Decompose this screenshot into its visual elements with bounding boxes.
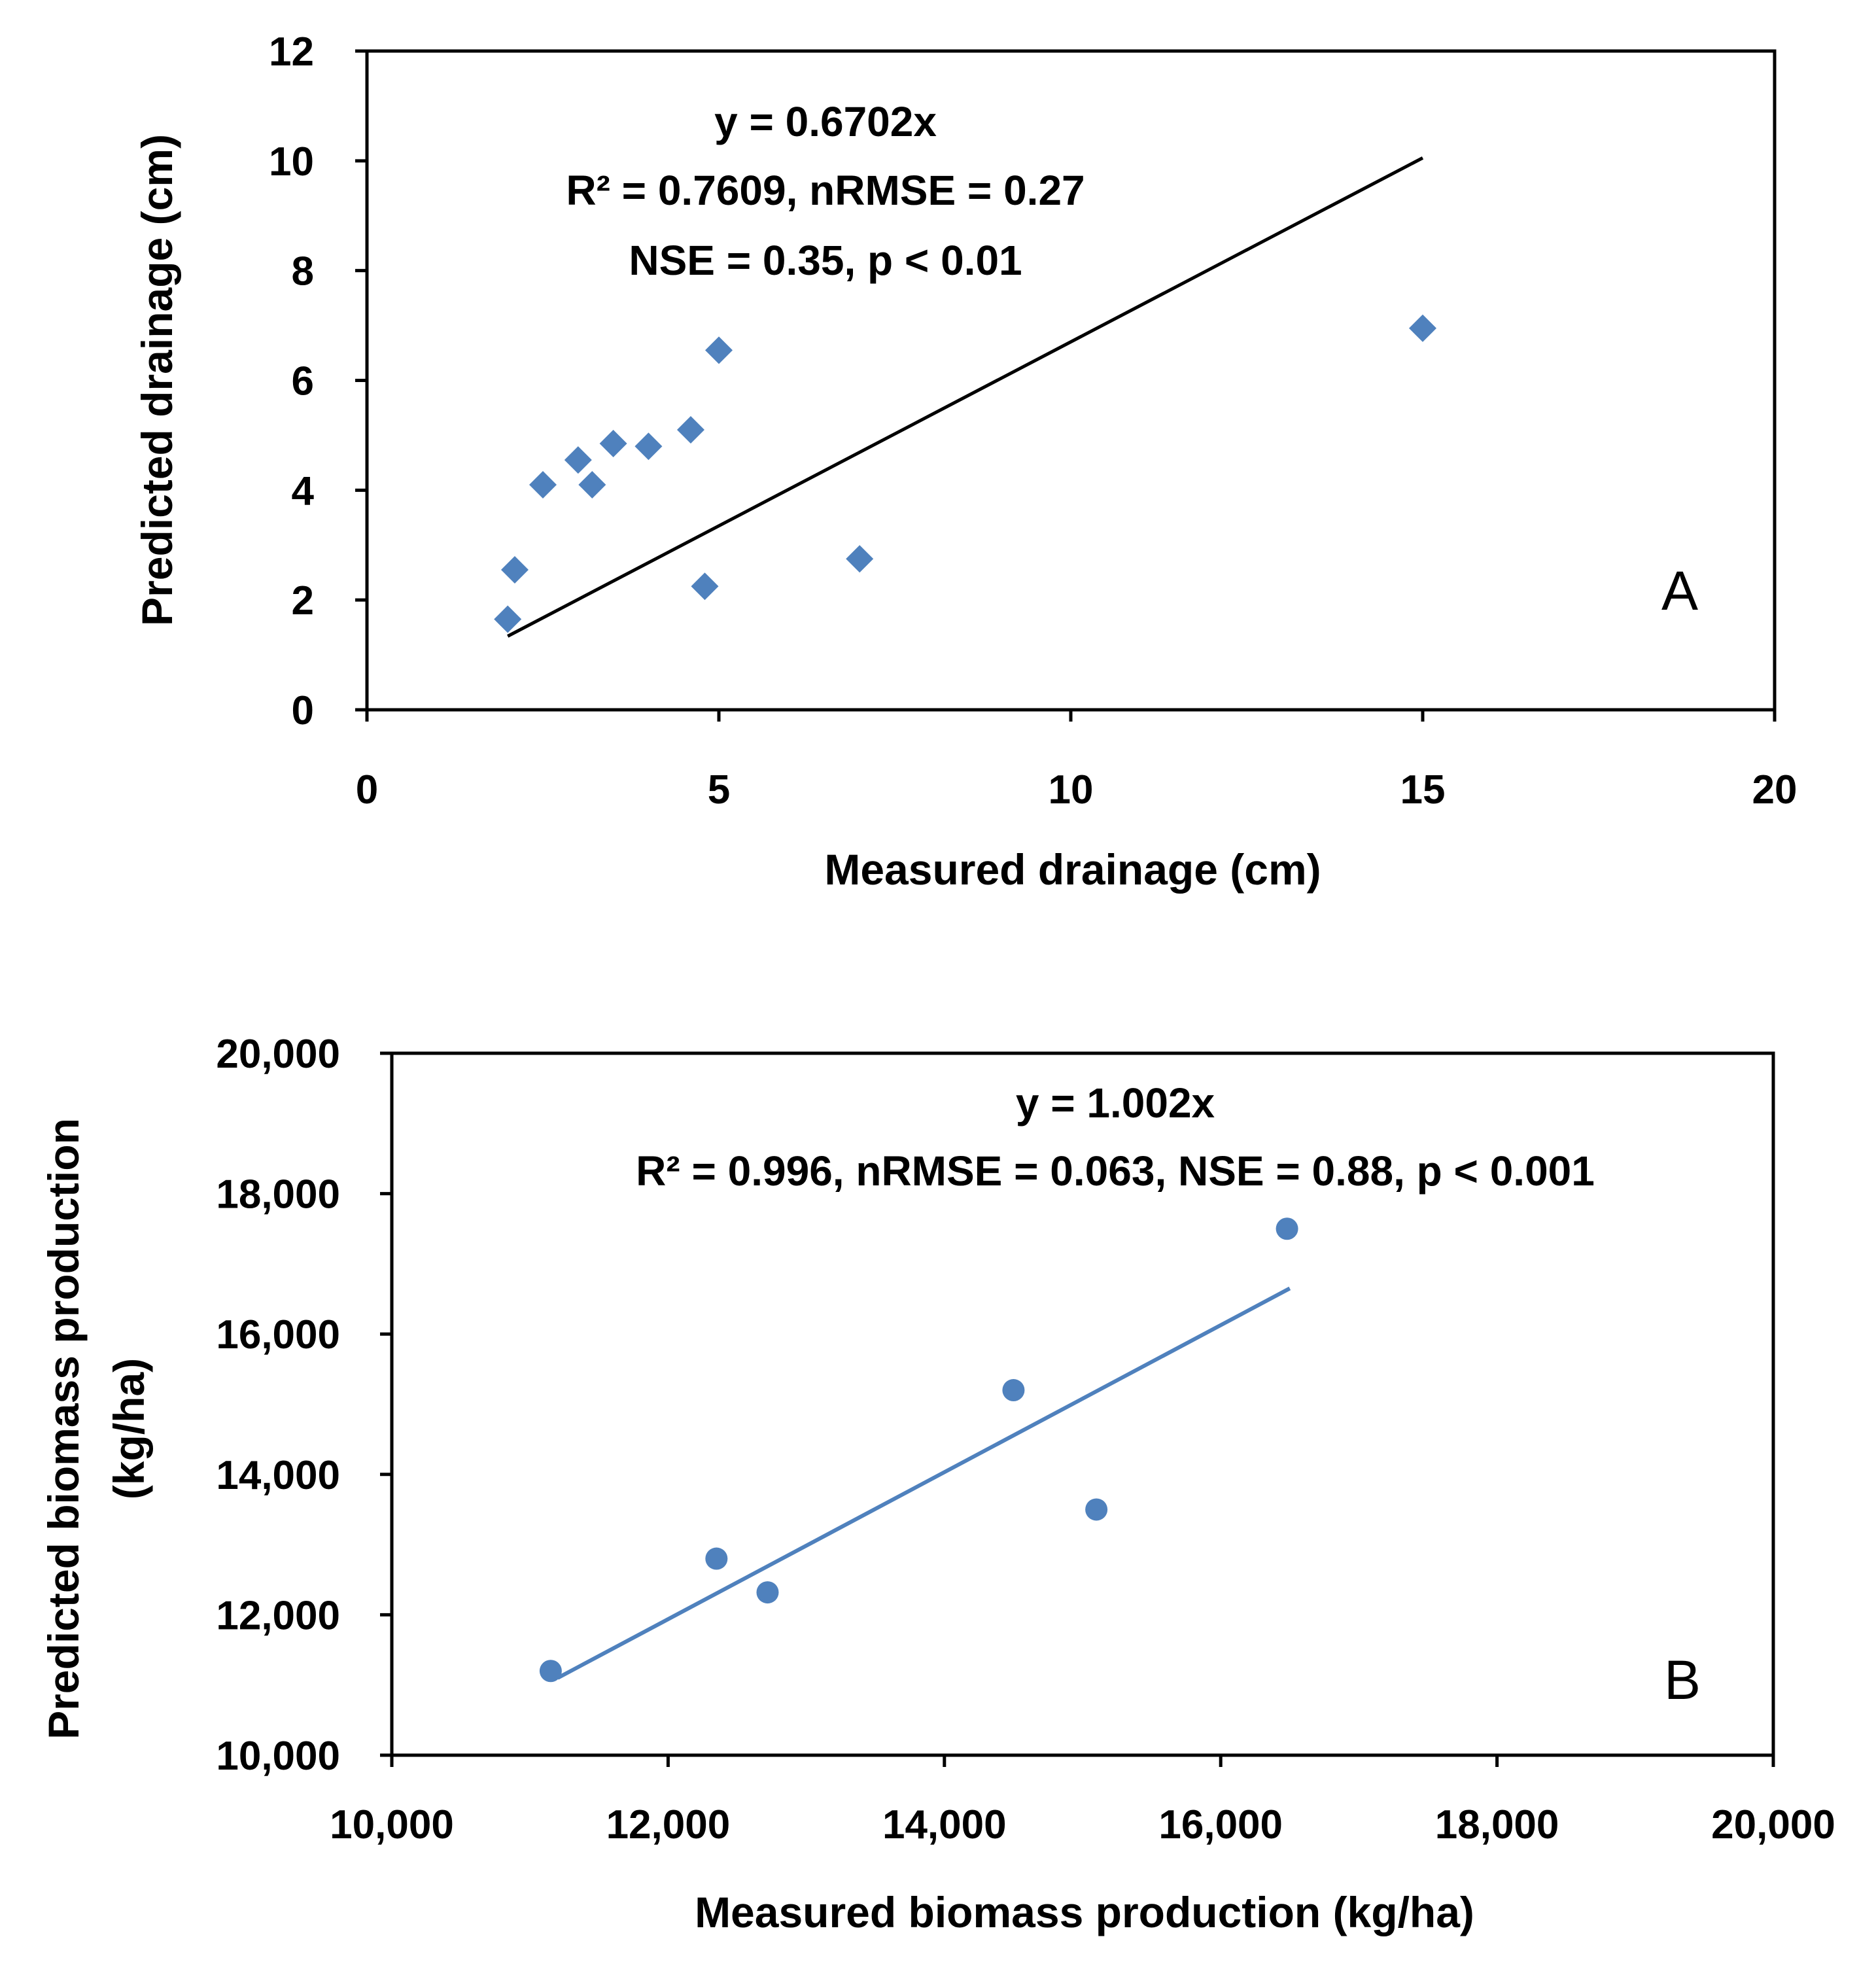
- panel-a-y-tick-label: 2: [292, 578, 314, 623]
- panel-b-data-point: [705, 1547, 728, 1570]
- panel-a-x-tick-label: 10: [1049, 767, 1094, 813]
- panel-b-data-point: [539, 1660, 562, 1683]
- panel-b-data-point: [1002, 1379, 1025, 1402]
- panel-b-y-tick-label: 12,000: [216, 1593, 340, 1638]
- panel-b-data-point: [756, 1581, 779, 1604]
- panel-b-x-tick-label: 16,000: [1158, 1802, 1283, 1847]
- panel-a-data-point: [1409, 314, 1436, 342]
- panel-a-trendline: [507, 156, 1424, 638]
- panel-b-plot-frame: [390, 1051, 1775, 1757]
- panel-b-stats-line: R² = 0.996, nRMSE = 0.063, NSE = 0.88, p…: [636, 1147, 1595, 1195]
- panel-a-y-tick-label: 10: [269, 139, 314, 184]
- panel-a-y-tick-label: 8: [292, 249, 314, 294]
- panel-b-x-tick-label: 12,000: [606, 1802, 731, 1847]
- panel-a-data-point: [691, 572, 719, 601]
- panel-b-x-axis-title: Measured biomass production (kg/ha): [695, 1888, 1474, 1936]
- panel-b-x-tick-label: 20,000: [1711, 1802, 1835, 1847]
- panel-a-x-axis-title: Measured drainage (cm): [824, 845, 1321, 894]
- panel-b-x-tick-label: 14,000: [882, 1802, 1007, 1847]
- panel-a-data-point: [500, 556, 529, 584]
- panel-a-data-point: [494, 605, 522, 633]
- panel-a-data-point: [846, 545, 874, 573]
- panel-b-x-tick-label: 10,000: [330, 1802, 454, 1847]
- panel-a-x-tick-label: 5: [708, 767, 730, 813]
- panel-b-y-tick-label: 20,000: [216, 1032, 340, 1077]
- panel-a-data-point: [578, 470, 606, 498]
- panel-b-chart: 10,000 12,000 14,000 16,000 18,000 20,000 10,…: [39, 1032, 1835, 1936]
- panel-b-y-tick-label: 18,000: [216, 1172, 340, 1217]
- panel-a-label: A: [1661, 560, 1698, 621]
- panel-a-data-point: [634, 432, 663, 461]
- panel-b-y-tick-label: 16,000: [216, 1312, 340, 1357]
- panel-a-x-tick-label: 0: [356, 767, 378, 813]
- panel-b-y-tick-label: 14,000: [216, 1453, 340, 1498]
- panel-a-x-tick-label: 15: [1400, 767, 1446, 813]
- panel-a-y-tick-label: 6: [292, 359, 314, 404]
- panel-b-y-axis-title-line-2: (kg/ha): [105, 1358, 153, 1499]
- panel-b-data-point: [1276, 1217, 1298, 1240]
- panel-a-equation: y = 0.6702x: [714, 98, 937, 145]
- panel-a-stats-line-2: NSE = 0.35, p < 0.01: [629, 237, 1022, 284]
- panel-a-y-tick-label: 12: [269, 29, 314, 75]
- panel-a-data-point: [564, 446, 592, 474]
- panel-a-data-point: [705, 336, 733, 364]
- panel-b-trendline: [557, 1286, 1291, 1680]
- panel-b-equation: y = 1.002x: [1016, 1079, 1215, 1127]
- panel-a-x-tick-label: 20: [1752, 767, 1798, 813]
- panel-a-data-point: [676, 416, 704, 444]
- panel-a-y-tick-label: 4: [292, 468, 315, 514]
- panel-b-x-tick-label: 18,000: [1435, 1802, 1559, 1847]
- panel-a-plot-frame: [365, 49, 1777, 712]
- panel-a-stats-line-1: R² = 0.7609, nRMSE = 0.27: [566, 167, 1085, 214]
- panel-b-y-axis-title-line-1: Predicted biomass production: [39, 1118, 88, 1739]
- panel-a-y-axis-title: Predicted drainage (cm): [133, 134, 181, 626]
- panel-a-data-point: [529, 470, 557, 498]
- panel-b-y-tick-label: 10,000: [216, 1734, 340, 1779]
- panel-b-label: B: [1664, 1649, 1701, 1711]
- panel-a-y-tick-label: 0: [292, 688, 314, 733]
- panel-a-chart: 0 2 4 6 8 10 12 0 5 10 15 20 y = 0.6702x R² = 0.76…: [133, 29, 1797, 894]
- panel-b-data-point: [1085, 1498, 1108, 1521]
- panel-a-data-point: [599, 430, 627, 458]
